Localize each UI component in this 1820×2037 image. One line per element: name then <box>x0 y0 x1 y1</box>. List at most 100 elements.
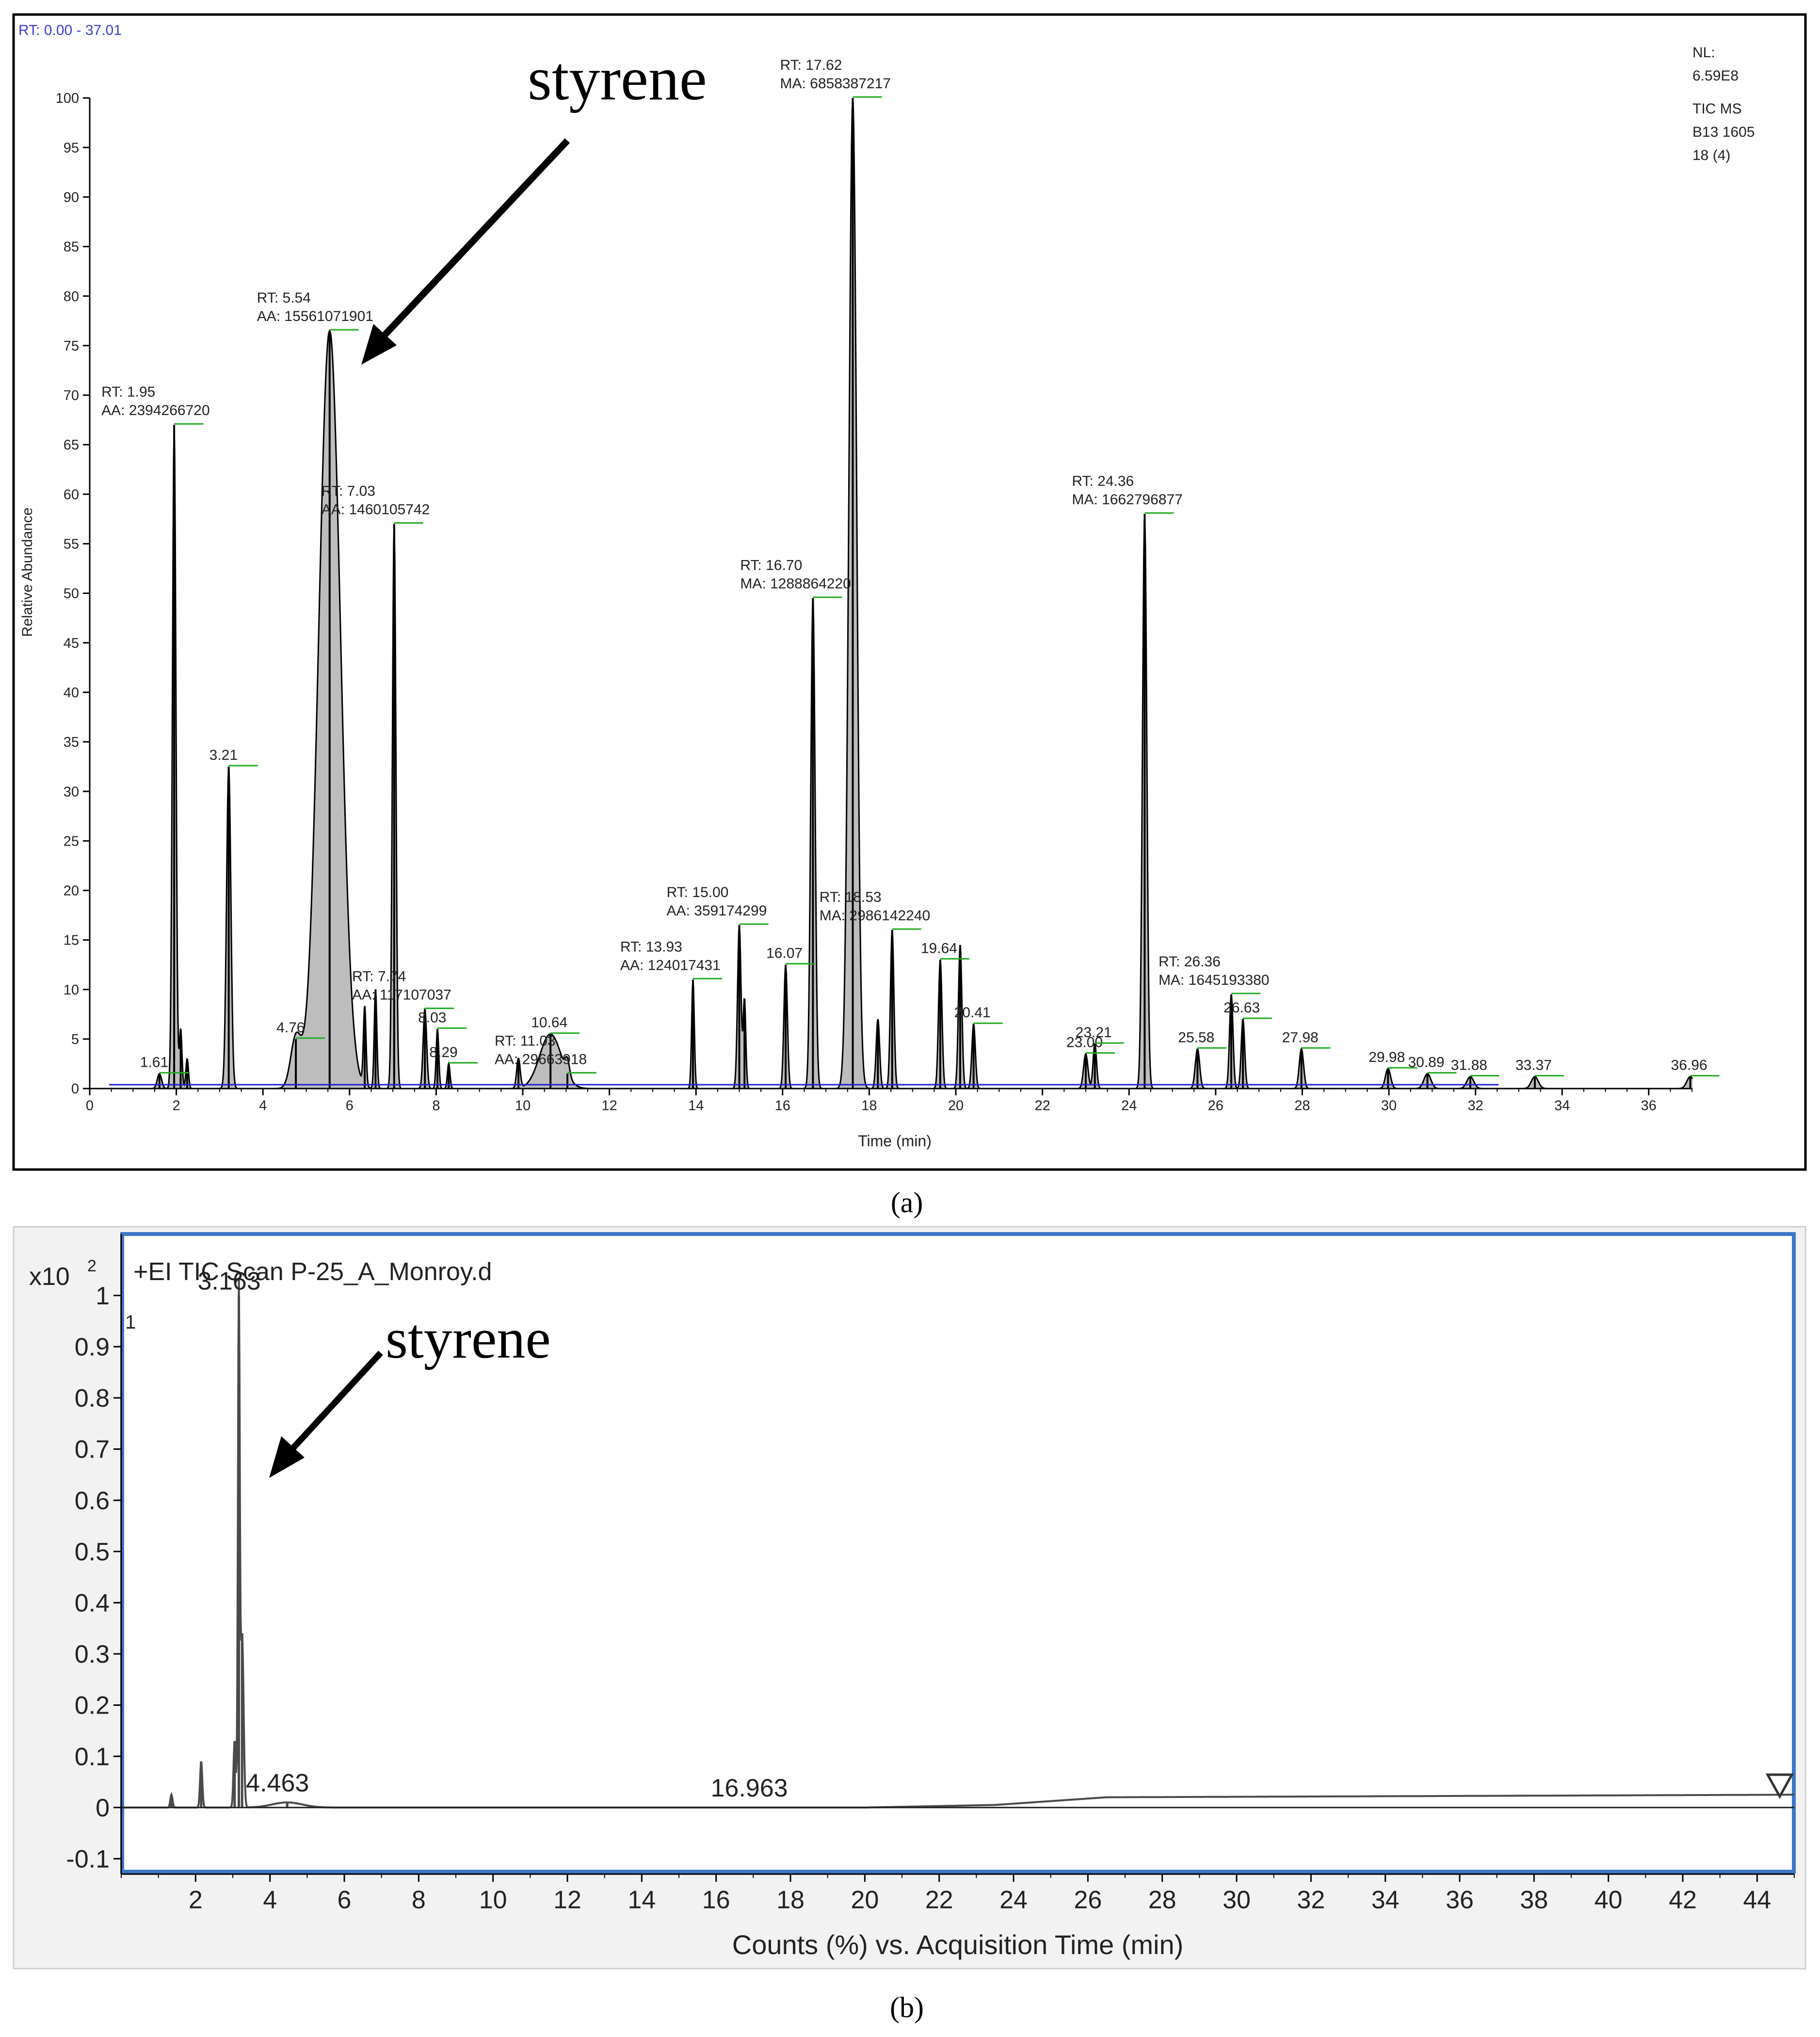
x-tick-label: 8 <box>412 1886 426 1914</box>
panel-b-trace <box>121 1279 1794 1809</box>
info-line-5: 18 (4) <box>1692 147 1730 163</box>
panel-b-scale-exp: 2 <box>87 1257 97 1275</box>
info-line-3: TIC MS <box>1692 101 1742 117</box>
x-tick-label: 22 <box>1034 1098 1050 1113</box>
info-line-4: B13 1605 <box>1692 124 1755 140</box>
y-tick-label: 0.3 <box>75 1640 110 1668</box>
y-tick-label: -0.1 <box>66 1845 110 1874</box>
peak-label-area: AA: 15561071901 <box>257 308 373 324</box>
peak-label: 3.21 <box>209 747 238 763</box>
y-tick-label: 100 <box>56 91 79 106</box>
y-tick-label: 20 <box>64 883 79 899</box>
x-tick-label: 2 <box>189 1886 203 1914</box>
y-tick-label: 5 <box>71 1032 79 1047</box>
panel-b-plot-frame <box>120 1232 1796 1874</box>
peak-label-area: MA: 1662796877 <box>1072 492 1183 508</box>
x-tick-label: 28 <box>1294 1098 1310 1113</box>
peak-label: 20.41 <box>954 1005 991 1021</box>
peak-label: 23.21 <box>1076 1025 1112 1041</box>
y-tick-label: 40 <box>64 685 79 701</box>
panel-a-frame <box>12 13 1807 1171</box>
x-tick-label: 20 <box>851 1886 879 1914</box>
x-tick-label: 36 <box>1446 1886 1474 1914</box>
x-tick-label: 2 <box>173 1098 180 1113</box>
x-tick-label: 42 <box>1669 1886 1697 1914</box>
x-tick-label: 26 <box>1208 1098 1224 1113</box>
peak-label-rt: RT: 16.70 <box>740 558 802 574</box>
peak-label-rt: RT: 26.36 <box>1159 954 1221 970</box>
x-tick-label: 30 <box>1381 1098 1397 1113</box>
y-tick-label: 95 <box>64 140 79 156</box>
x-tick-label: 20 <box>948 1098 964 1113</box>
panel-a-trace <box>90 98 1693 1090</box>
panel-a-styrene-label: styrene <box>528 44 707 113</box>
panel-b-x-axis: 2 4 6 8 10 12 14 16 18 20 22 24 26 28 30 32 34 36 38 40 42 44 <box>121 1874 1795 1914</box>
y-tick-label: 35 <box>64 735 79 750</box>
x-tick-label: 34 <box>1371 1886 1400 1914</box>
peak-label-rt: RT: 5.54 <box>257 290 311 306</box>
x-tick-label: 4 <box>259 1098 267 1113</box>
y-tick-label: 15 <box>64 933 79 948</box>
panel-b-styrene-label: styrene <box>386 1307 551 1370</box>
y-tick-label: 55 <box>64 537 79 552</box>
peak-label-area: AA: 29663918 <box>495 1051 587 1067</box>
peak-label-area: MA: 6858387217 <box>780 76 891 92</box>
y-tick-label: 0.7 <box>75 1436 110 1464</box>
panel-b-peak-labels: 3.163 4.463 16.963 <box>197 1267 788 1802</box>
y-tick-label: 0 <box>96 1794 110 1822</box>
x-tick-label: 28 <box>1148 1886 1176 1914</box>
peak-label: 8.29 <box>429 1044 457 1060</box>
x-tick-label: 6 <box>338 1886 352 1914</box>
panel-a-x-axis: 0 2 4 6 8 10 12 14 16 18 20 22 24 26 28 30 32 34 36 <box>86 1089 1693 1113</box>
x-tick-label: 16 <box>775 1098 790 1113</box>
info-line-1: NL: <box>1692 45 1715 61</box>
x-tick-label: 18 <box>861 1098 877 1113</box>
peak-label: 10.64 <box>531 1015 567 1031</box>
peak-label: 26.63 <box>1224 1000 1260 1016</box>
peak-label-rt: RT: 17.62 <box>780 57 842 73</box>
x-tick-label: 40 <box>1595 1886 1623 1914</box>
peak-label-rt: RT: 13.93 <box>620 939 682 955</box>
y-tick-label: 80 <box>64 289 79 305</box>
x-tick-label: 32 <box>1297 1886 1325 1914</box>
x-tick-label: 6 <box>346 1098 354 1113</box>
x-tick-label: 34 <box>1554 1098 1570 1113</box>
y-tick-label: 45 <box>64 636 79 651</box>
panel-b-arrow-icon <box>269 1436 305 1478</box>
y-tick-label: 0.4 <box>75 1589 110 1618</box>
peak-label-area: AA: 359174299 <box>667 903 767 919</box>
y-tick-label: 25 <box>64 834 79 849</box>
y-tick-label: 10 <box>64 982 79 998</box>
info-line-2: 6.59E8 <box>1692 68 1739 84</box>
x-tick-label: 10 <box>515 1098 531 1113</box>
x-tick-label: 18 <box>776 1886 805 1914</box>
panel-a-y-label: Relative Abundance <box>19 508 35 637</box>
panel-a-y-axis: 0 5 10 15 20 25 30 35 40 45 50 55 60 65 70 75 80 85 90 95 10… <box>56 91 90 1097</box>
x-tick-label: 4 <box>263 1886 277 1914</box>
peak-label-area: AA: 2394266720 <box>101 402 210 418</box>
peak-label: 31.88 <box>1451 1057 1487 1073</box>
panel-a-info-block: NL: 6.59E8 TIC MS B13 1605 18 (4) <box>1692 45 1755 163</box>
x-tick-label: 24 <box>1121 1098 1137 1113</box>
caption-b: (b) <box>890 1991 924 2023</box>
y-tick-label: 0 <box>71 1081 79 1097</box>
peak-label: 4.463 <box>246 1769 309 1797</box>
y-tick-label: 0.5 <box>75 1538 110 1566</box>
panel-b-title: +EI TIC Scan P-25_A_Monroy.d <box>133 1258 492 1286</box>
peak-label-rt: RT: 7.03 <box>322 483 375 499</box>
x-tick-label: 16 <box>702 1886 730 1914</box>
panel-a-x-label: Time (min) <box>858 1132 932 1150</box>
panel-b-x-label: Counts (%) vs. Acquisition Time (min) <box>732 1929 1183 1960</box>
peak-label: 19.64 <box>921 940 957 956</box>
x-tick-label: 14 <box>628 1886 656 1914</box>
peak-label: 36.96 <box>1671 1057 1707 1073</box>
panel-a-arrow-icon <box>361 324 397 365</box>
y-tick-label: 0.6 <box>75 1487 110 1515</box>
panel-b-y-axis: -0.1 0 0.1 0.2 0.3 0.4 0.5 0.6 0.7 0.8 0.9 1 <box>66 1282 121 1874</box>
peak-label: 27.98 <box>1282 1029 1319 1045</box>
caption-a: (a) <box>891 1187 923 1219</box>
y-tick-label: 0.2 <box>75 1692 110 1720</box>
peak-label-area: AA: 1460105742 <box>322 501 430 517</box>
peak-label-area: AA: 117107037 <box>352 987 451 1003</box>
